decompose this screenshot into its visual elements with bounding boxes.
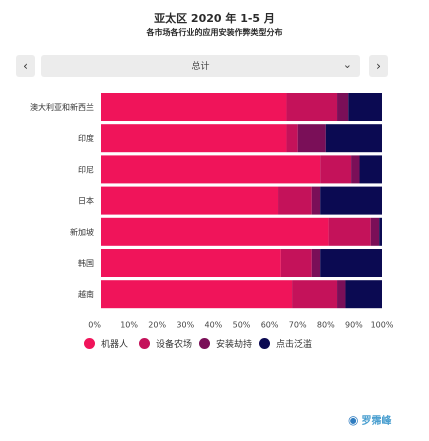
bar-segment[interactable] (297, 124, 326, 153)
y-tick-label: 日本 (78, 196, 94, 206)
chevron-right-icon: › (376, 59, 381, 73)
x-tick-label: 0% (88, 320, 101, 329)
legend-item[interactable]: 安装劫持 (199, 336, 252, 350)
x-tick-label: 80% (317, 320, 335, 329)
bar-segment[interactable] (292, 280, 338, 309)
bar-segment[interactable] (348, 93, 382, 121)
bar-segment[interactable] (101, 249, 281, 277)
y-tick-label: 越南 (78, 289, 94, 299)
chevron-down-icon: ⌄ (342, 58, 352, 71)
y-tick-label: 澳大利亚和新西兰 (30, 102, 94, 112)
bar-segment[interactable] (328, 217, 371, 246)
legend-label: 设备农场 (156, 339, 193, 350)
x-tick-label: 20% (148, 320, 166, 329)
bar-segment[interactable] (101, 93, 287, 121)
bar-segment[interactable] (337, 280, 346, 309)
bar-segment[interactable] (320, 249, 382, 277)
bar-segment[interactable] (101, 217, 329, 246)
legend-swatch (259, 337, 270, 349)
bar-segment[interactable] (311, 249, 321, 277)
x-tick-label: 40% (205, 320, 223, 329)
legend-swatch (139, 337, 150, 349)
legend-label: 点击泛滥 (276, 339, 313, 350)
bar-segment[interactable] (351, 155, 360, 184)
y-tick-label: 韩国 (78, 258, 94, 268)
bar-segment[interactable] (101, 280, 293, 309)
chevron-left-icon: ‹ (23, 59, 28, 73)
watermark-text: 罗霈峰 (361, 416, 392, 427)
bar-segment[interactable] (320, 186, 382, 215)
bar-segment[interactable] (345, 280, 382, 309)
legend-label: 机器人 (101, 339, 129, 350)
bar-segment[interactable] (280, 249, 312, 277)
y-tick-label: 印尼 (78, 165, 94, 174)
category-select-value: 总计 (191, 62, 210, 72)
legend-label: 安装劫持 (216, 339, 253, 350)
x-tick-label: 10% (120, 320, 138, 329)
bar-segment[interactable] (101, 155, 321, 184)
legend-item[interactable]: 点击泛滥 (259, 336, 312, 350)
bar-segment[interactable] (101, 186, 279, 215)
bar-segment[interactable] (286, 124, 298, 153)
bar-segment[interactable] (379, 217, 382, 246)
bar-segment[interactable] (278, 186, 312, 215)
legend-swatch (199, 337, 210, 349)
legend-swatch (84, 337, 95, 349)
bar-segment[interactable] (325, 124, 382, 153)
x-tick-label: 60% (261, 320, 279, 329)
x-tick-label: 50% (233, 320, 251, 329)
previous-button[interactable]: ‹ (16, 55, 35, 77)
legend-item[interactable]: 设备农场 (139, 336, 192, 350)
bar-segment[interactable] (359, 155, 382, 184)
legend-item[interactable]: 机器人 (84, 336, 128, 350)
chart-subtitle: 各市场各行业的应用安装作弊类型分布 (146, 28, 283, 37)
next-button[interactable]: › (369, 55, 388, 77)
bar-segment[interactable] (311, 186, 321, 215)
bar-segment[interactable] (370, 217, 380, 246)
bar-segment[interactable] (337, 93, 349, 121)
x-tick-label: 100% (371, 320, 394, 329)
bar-segment[interactable] (320, 155, 352, 184)
y-tick-label: 印度 (78, 133, 94, 143)
watermark: ◉ 罗霈峰 (348, 412, 392, 428)
category-select[interactable]: 总计 ⌄ (41, 55, 360, 77)
x-tick-label: 70% (289, 320, 307, 329)
x-tick-label: 90% (345, 320, 363, 329)
chart-title: 亚太区 2020 年 1-5 月 (154, 12, 275, 25)
x-tick-label: 30% (176, 320, 194, 329)
brand-logo-icon: ◉ (348, 412, 359, 427)
bar-segment[interactable] (101, 124, 287, 153)
bar-segment[interactable] (286, 93, 338, 121)
y-tick-label: 新加坡 (70, 227, 94, 237)
